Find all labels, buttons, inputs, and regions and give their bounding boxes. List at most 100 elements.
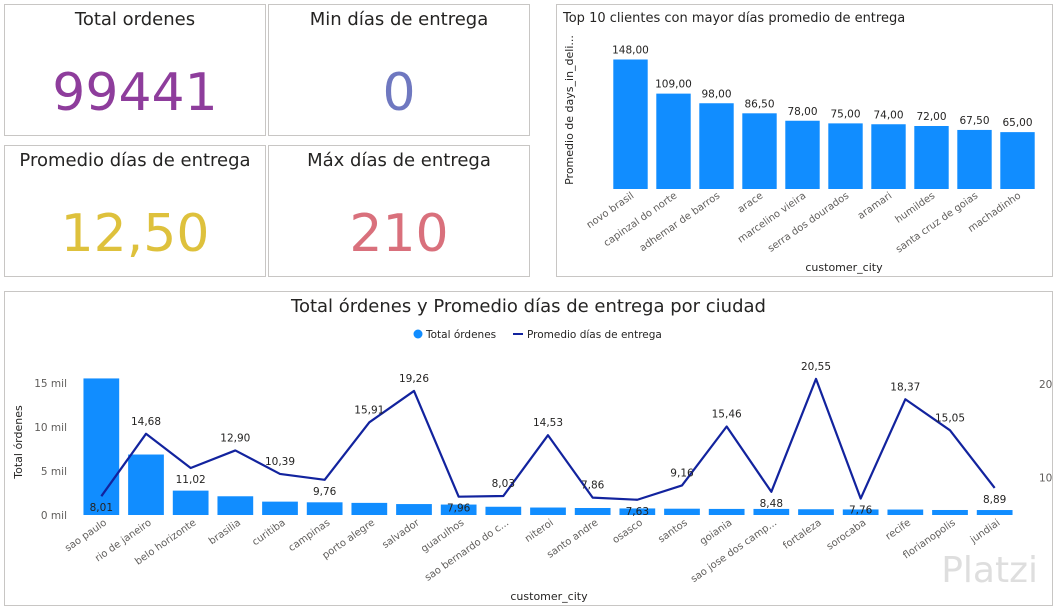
y-left-tick-label: 0 mil (41, 510, 67, 522)
x-axis-label: customer_city (805, 261, 883, 274)
line-value-label: 7,86 (581, 480, 605, 492)
bar (351, 502, 388, 515)
line-value-label: 15,05 (935, 412, 965, 424)
x-tick-label: serra dos dourados (766, 190, 851, 254)
bar-value-label: 86,50 (744, 98, 774, 110)
x-tick-label: sao bernardo do c... (423, 517, 511, 583)
bar (217, 496, 254, 515)
kpi-card-total-ordenes[interactable]: Total ordenes 99441 (4, 4, 266, 136)
line-value-label: 7,76 (849, 505, 873, 517)
chart-title: Total órdenes y Promedio días de entrega… (291, 296, 766, 317)
y-left-tick-label: 5 mil (41, 466, 67, 478)
bar (664, 508, 700, 515)
bar (753, 508, 790, 515)
line-value-label: 19,26 (399, 373, 429, 385)
bar (485, 506, 522, 515)
line-value-label: 8,89 (983, 494, 1006, 506)
x-axis-label: customer_city (510, 590, 588, 603)
y-right-tick-label: 10 (1039, 473, 1052, 485)
x-tick-label: santa cruz de goias (894, 190, 980, 255)
bar (976, 510, 1013, 515)
y-left-tick-label: 15 mil (34, 378, 67, 390)
top10-chart-card[interactable]: Top 10 clientes con mayor días promedio … (556, 4, 1053, 277)
bar (871, 124, 906, 189)
chart-title: Top 10 clientes con mayor días promedio … (563, 11, 906, 26)
bar (306, 502, 343, 515)
bar (887, 509, 924, 515)
bar (742, 113, 777, 189)
y-axis-label: Promedio de days_in_deli... (563, 35, 576, 185)
bar-value-label: 74,00 (873, 109, 903, 121)
bar (842, 509, 879, 515)
x-tick-label: adhemar de barros (638, 190, 722, 254)
kpi-card-promedio-dias[interactable]: Promedio días de entrega 12,50 (4, 145, 266, 277)
bar-value-label: 72,00 (916, 111, 946, 123)
line-value-label: 15,91 (354, 404, 384, 416)
bar (613, 59, 648, 189)
bar (396, 504, 432, 515)
x-tick-label: santos (656, 517, 689, 545)
x-tick-label: arace (736, 190, 765, 215)
bar (798, 509, 834, 515)
x-tick-label: sao jose dos camp... (689, 517, 779, 585)
line-value-label: 7,96 (447, 503, 471, 515)
x-tick-label: osasco (611, 517, 645, 546)
bar (262, 501, 298, 515)
bar-value-label: 109,00 (655, 79, 692, 91)
x-tick-label: jundiai (968, 517, 1003, 546)
bar-value-label: 75,00 (830, 108, 860, 120)
combo-chart-card[interactable]: Total órdenes y Promedio días de entrega… (4, 291, 1053, 606)
y-right-tick-label: 20 (1039, 379, 1052, 391)
y-left-tick-label: 10 mil (34, 422, 67, 434)
line-value-label: 7,63 (626, 506, 649, 518)
bar (172, 490, 209, 515)
kpi-card-min-dias[interactable]: Min días de entrega 0 (268, 4, 530, 136)
line-value-label: 14,68 (131, 416, 161, 428)
bar (83, 378, 120, 515)
bar (128, 454, 164, 515)
bar (785, 120, 820, 189)
line-value-label: 20,55 (801, 361, 831, 373)
kpi-value: 210 (349, 204, 449, 264)
x-tick-label: fortaleza (781, 517, 823, 551)
bar (574, 507, 611, 515)
bar-value-label: 148,00 (612, 45, 649, 57)
bar (708, 508, 745, 515)
kpi-title: Total ordenes (74, 9, 196, 30)
bar-value-label: 67,50 (959, 115, 989, 127)
kpi-title: Promedio días de entrega (19, 150, 251, 171)
line-value-label: 15,46 (712, 409, 742, 421)
line-value-label: 11,02 (176, 474, 206, 486)
line-value-label: 8,01 (90, 502, 113, 514)
bar (957, 129, 992, 189)
bar-value-label: 98,00 (701, 88, 731, 100)
bar (619, 508, 656, 515)
bar (530, 507, 566, 515)
line-value-label: 18,37 (890, 381, 920, 393)
kpi-card-max-dias[interactable]: Máx días de entrega 210 (268, 145, 530, 277)
bar (914, 126, 949, 189)
line-value-label: 8,48 (760, 498, 783, 510)
bar (440, 504, 477, 515)
bar (828, 123, 863, 189)
x-tick-label: goiania (698, 517, 734, 547)
bar-value-label: 65,00 (1002, 117, 1032, 129)
bar (699, 103, 734, 189)
line-value-label: 9,76 (313, 486, 337, 498)
bar (656, 93, 691, 189)
legend-label: Promedio días de entrega (527, 329, 662, 341)
bar-value-label: 78,00 (787, 106, 817, 118)
x-tick-label: brasilia (207, 517, 243, 547)
kpi-title: Min días de entrega (309, 9, 489, 30)
x-tick-label: salvador (380, 517, 422, 551)
bar (1000, 132, 1035, 189)
kpi-value: 0 (382, 63, 416, 123)
platzi-watermark: Platzi (941, 550, 1038, 591)
x-tick-label: recife (884, 517, 913, 542)
legend-marker-total-ordenes (413, 329, 423, 339)
x-tick-label: curitiba (250, 517, 287, 548)
x-tick-label: capinzal do norte (602, 190, 679, 249)
line-value-label: 14,53 (533, 417, 563, 429)
kpi-value: 12,50 (60, 204, 210, 264)
